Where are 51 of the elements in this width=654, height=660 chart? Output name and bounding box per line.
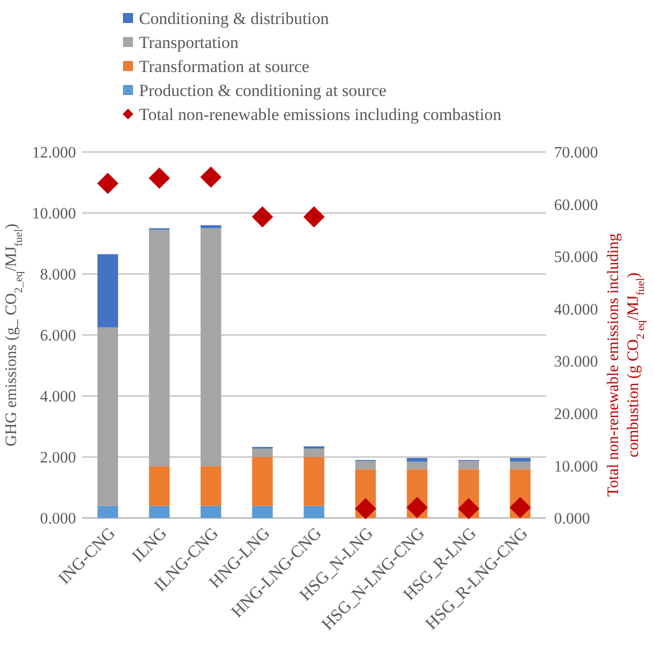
- bar: [510, 462, 531, 470]
- bar: [304, 506, 324, 518]
- bar: [97, 506, 118, 518]
- point: [510, 496, 531, 518]
- point: [200, 166, 222, 188]
- legend-label: Transportation: [139, 32, 239, 52]
- y-tick-label: 0.000: [40, 510, 76, 528]
- point: [252, 206, 274, 228]
- y2-tick-label: 70.000: [554, 144, 598, 162]
- bar: [355, 460, 376, 470]
- y2-tick-label: 10.000: [554, 458, 598, 476]
- bar: [406, 458, 428, 462]
- y-tick-label: 10.000: [32, 206, 76, 223]
- y2-tick-label: 30.000: [554, 354, 598, 371]
- legend-label: Total non-renewable emissions including combastion: [139, 104, 502, 124]
- bar: [252, 506, 273, 518]
- bar: [406, 462, 428, 470]
- y-tick-label: 8.000: [40, 266, 76, 284]
- point: [406, 496, 428, 518]
- bar: [200, 228, 222, 466]
- bar: [149, 506, 170, 518]
- legend-label: Production & conditioning at source: [139, 80, 386, 100]
- legend-label: Transformation at source: [139, 56, 310, 76]
- point: [97, 172, 118, 194]
- point: [303, 206, 325, 228]
- legend-label: Conditioning & distribution: [139, 8, 330, 28]
- bar: [97, 254, 118, 328]
- bar: [149, 230, 170, 466]
- y-tick-label: 4.000: [40, 388, 76, 406]
- bar: [510, 458, 531, 462]
- bar: [458, 460, 479, 470]
- point: [148, 168, 170, 189]
- bar: [304, 448, 324, 457]
- bar: [252, 457, 273, 506]
- y2-tick-label: 60.000: [554, 196, 598, 214]
- y-tick-label: 2.000: [40, 450, 76, 467]
- y-tick-label: 12.000: [32, 144, 76, 162]
- bar: [149, 466, 170, 506]
- bar: [200, 506, 222, 518]
- y2-tick-label: 40.000: [554, 301, 598, 318]
- bar: [304, 457, 324, 506]
- y-tick-label: 6.000: [40, 328, 76, 345]
- bar: [97, 327, 118, 506]
- bar: [252, 448, 273, 457]
- y2-tick-label: 50.000: [554, 249, 598, 266]
- bar: [200, 466, 222, 506]
- y2-tick-label: 20.000: [554, 406, 598, 424]
- point: [354, 498, 376, 520]
- point: [458, 498, 480, 520]
- bar: [200, 225, 222, 228]
- y2-tick-label: 0.000: [554, 510, 590, 528]
